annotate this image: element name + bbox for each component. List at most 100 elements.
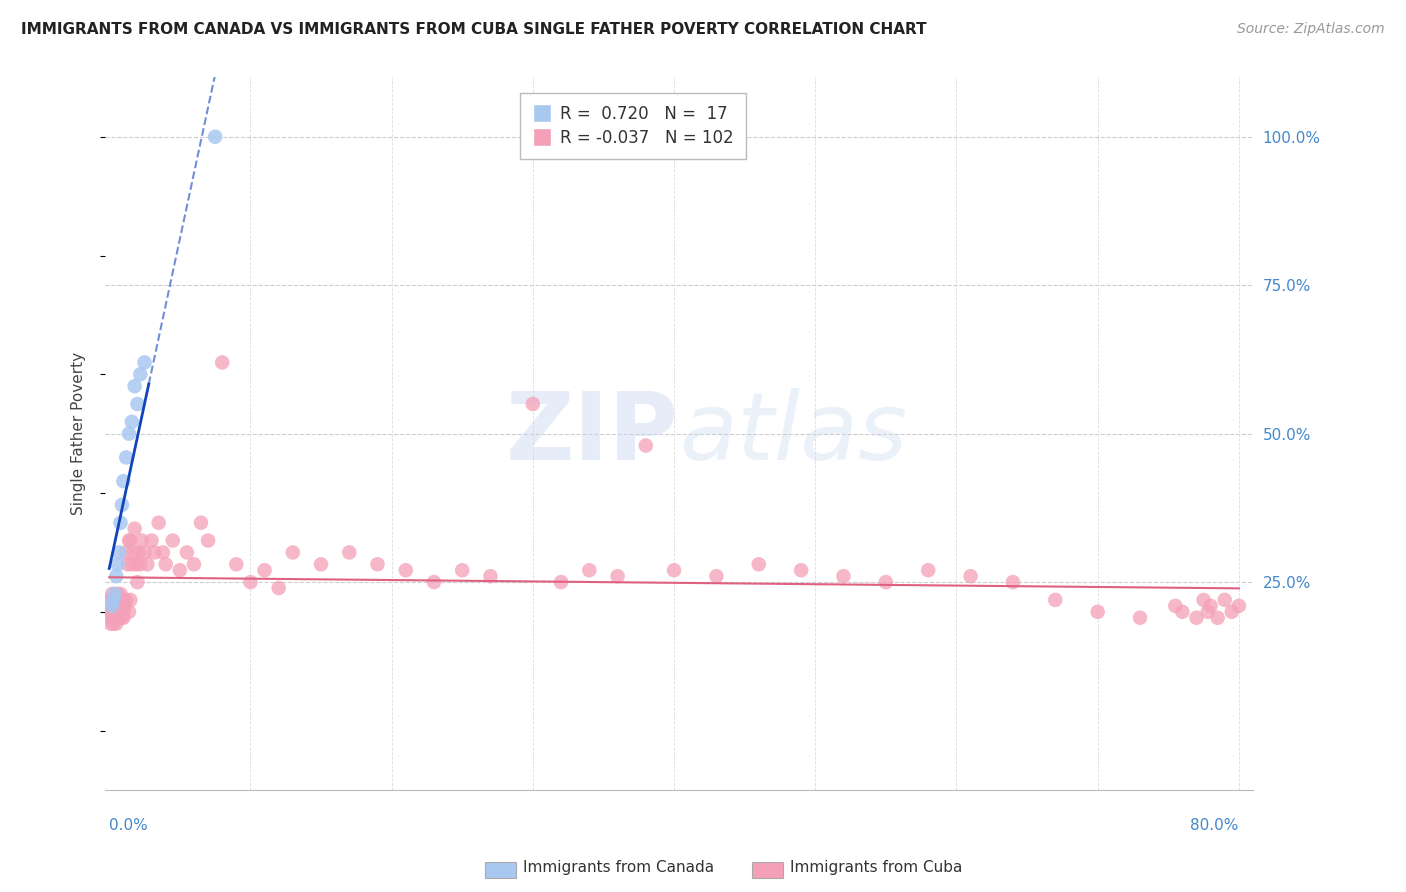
Point xyxy=(1001,575,1024,590)
Point xyxy=(104,611,127,625)
Point xyxy=(101,605,124,619)
Point xyxy=(748,558,770,572)
Point xyxy=(479,569,502,583)
Point xyxy=(959,569,981,583)
Point xyxy=(115,593,138,607)
Point xyxy=(634,439,657,453)
Point xyxy=(110,587,132,601)
Point xyxy=(100,616,122,631)
Point xyxy=(129,368,152,382)
Point xyxy=(120,593,142,607)
Point xyxy=(124,379,146,393)
Point xyxy=(1199,599,1222,613)
Point xyxy=(917,563,939,577)
Point xyxy=(1227,599,1250,613)
Point xyxy=(522,397,544,411)
Point xyxy=(790,563,813,577)
Text: Source: ZipAtlas.com: Source: ZipAtlas.com xyxy=(1237,22,1385,37)
Point xyxy=(1206,611,1229,625)
Point xyxy=(108,611,131,625)
Point xyxy=(1045,593,1067,607)
Point xyxy=(143,545,166,559)
Point xyxy=(127,575,149,590)
Point xyxy=(162,533,184,548)
Point xyxy=(101,599,124,613)
Point xyxy=(253,563,276,577)
Point xyxy=(110,599,132,613)
Point xyxy=(103,616,125,631)
Point xyxy=(117,558,139,572)
Point xyxy=(111,611,134,625)
Point xyxy=(136,558,159,572)
Point xyxy=(110,605,132,619)
Point xyxy=(103,593,125,607)
Point xyxy=(152,545,174,559)
Point xyxy=(225,558,247,572)
Point xyxy=(108,545,131,559)
Point xyxy=(104,587,127,601)
Point xyxy=(141,533,163,548)
Point xyxy=(1129,611,1152,625)
Point xyxy=(1220,605,1243,619)
Point xyxy=(107,599,129,613)
Point xyxy=(100,605,122,619)
Y-axis label: Single Father Poverty: Single Father Poverty xyxy=(72,352,86,516)
Point xyxy=(190,516,212,530)
Point xyxy=(169,563,191,577)
Point xyxy=(100,593,122,607)
Point xyxy=(103,611,125,625)
Point xyxy=(176,545,198,559)
Point xyxy=(148,516,170,530)
Point xyxy=(108,605,131,619)
Point xyxy=(204,129,226,144)
Point xyxy=(112,474,135,488)
Point xyxy=(129,558,152,572)
Point xyxy=(118,426,141,441)
Point xyxy=(107,611,129,625)
Text: Immigrants from Cuba: Immigrants from Cuba xyxy=(790,860,963,874)
Point xyxy=(155,558,177,572)
Point xyxy=(267,581,290,595)
Point xyxy=(105,605,128,619)
Point xyxy=(134,545,156,559)
Point xyxy=(111,498,134,512)
Point xyxy=(103,605,125,619)
Text: 80.0%: 80.0% xyxy=(1191,819,1239,833)
Point xyxy=(107,587,129,601)
Text: IMMIGRANTS FROM CANADA VS IMMIGRANTS FROM CUBA SINGLE FATHER POVERTY CORRELATION: IMMIGRANTS FROM CANADA VS IMMIGRANTS FRO… xyxy=(21,22,927,37)
Point xyxy=(124,522,146,536)
Point xyxy=(131,533,153,548)
Point xyxy=(1197,605,1219,619)
Text: 0.0%: 0.0% xyxy=(110,819,148,833)
Point xyxy=(110,516,132,530)
Point xyxy=(1171,605,1194,619)
Point xyxy=(197,533,219,548)
Point xyxy=(606,569,628,583)
Point xyxy=(121,558,143,572)
Text: atlas: atlas xyxy=(679,388,907,479)
Point xyxy=(122,545,145,559)
Point xyxy=(107,558,129,572)
Point xyxy=(111,593,134,607)
Text: ZIP: ZIP xyxy=(506,388,679,480)
Point xyxy=(706,569,728,583)
Point xyxy=(281,545,304,559)
Point xyxy=(101,587,124,601)
Point xyxy=(105,569,128,583)
Point xyxy=(211,355,233,369)
Point xyxy=(367,558,389,572)
Point xyxy=(662,563,685,577)
Point xyxy=(832,569,855,583)
Point xyxy=(118,605,141,619)
Point xyxy=(239,575,262,590)
Point xyxy=(112,611,135,625)
Point xyxy=(107,593,129,607)
Point xyxy=(337,545,360,559)
Point xyxy=(101,611,124,625)
Point xyxy=(115,450,138,465)
Point xyxy=(105,616,128,631)
Point xyxy=(125,558,148,572)
Point xyxy=(550,575,572,590)
Point xyxy=(1164,599,1187,613)
Point xyxy=(104,605,127,619)
